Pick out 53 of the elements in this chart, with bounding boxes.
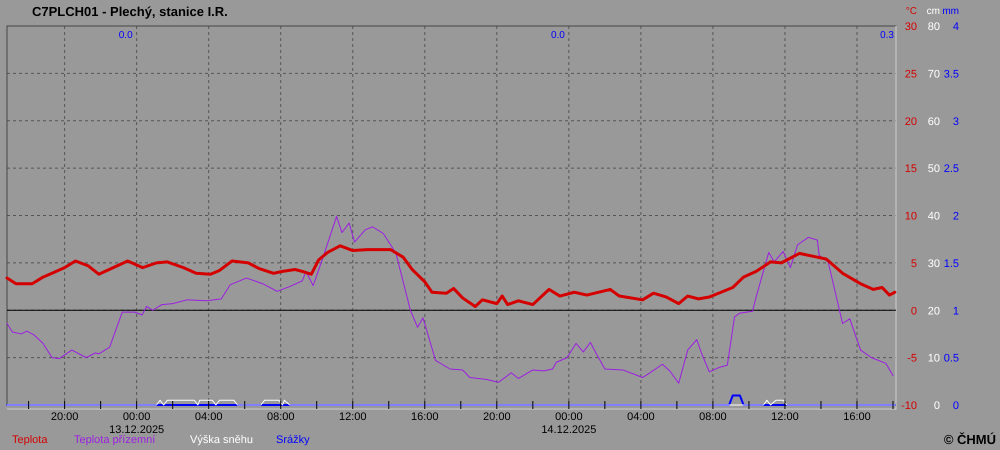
x-tick-label: 16:00 xyxy=(843,411,871,423)
y3-tick-label: 0.5 xyxy=(944,352,959,365)
x-tick-label: 12:00 xyxy=(338,411,367,423)
y-tick-label: 25 xyxy=(904,68,917,80)
y2-tick-label: 70 xyxy=(928,68,940,80)
y2-tick-label: 20 xyxy=(928,305,940,318)
x-tick-label: 04:00 xyxy=(627,411,655,423)
annotation: 0.0 xyxy=(118,30,134,41)
x-tick-label: 20:00 xyxy=(483,411,511,423)
x-tick-label: 00:00 14.12.2025 xyxy=(541,411,596,436)
y-tick-label: 10 xyxy=(904,210,917,222)
y-axis-title: °C xyxy=(906,6,917,17)
y-tick-label: 15 xyxy=(904,163,917,176)
y2-tick-label: 60 xyxy=(928,116,940,128)
y2-tick-label: 80 xyxy=(928,21,940,33)
y3-axis-title: mm xyxy=(942,6,959,17)
chart-title: C7PLCH01 - Plechý, stanice I.R. xyxy=(32,4,228,19)
annotation: 0.3 xyxy=(880,30,894,41)
y2-axis-title: cm xyxy=(926,6,940,17)
y3-tick-label: 0 xyxy=(952,400,959,412)
line-series xyxy=(6,216,894,384)
x-tick-label: 12:00 xyxy=(771,411,799,423)
y2-tick-label: 10 xyxy=(928,352,940,365)
y-tick-label: 5 xyxy=(910,258,917,270)
y2-tick-label: 50 xyxy=(928,163,940,176)
x-tick-label: 00:00 13.12.2025 xyxy=(109,411,164,436)
x-tick-label: 08:00 xyxy=(266,411,294,423)
x-tick-label: 16:00 xyxy=(411,411,439,423)
y3-tick-label: 4 xyxy=(952,21,959,33)
y-tick-label: 20 xyxy=(904,116,917,128)
y2-tick-label: 0 xyxy=(934,400,940,412)
text: © ČHMÚ xyxy=(944,432,996,447)
y2-tick-label: 30 xyxy=(928,258,940,270)
y3-tick-label: 3.5 xyxy=(944,68,959,80)
y3-tick-label: 2 xyxy=(952,210,959,222)
y-tick-label: -5 xyxy=(907,352,917,365)
text: Teplota xyxy=(12,434,48,446)
y3-tick-label: 3 xyxy=(952,116,959,128)
y2-tick-label: 40 xyxy=(928,210,940,222)
x-tick-label: 04:00 xyxy=(194,411,222,423)
text: Teplota přízemní xyxy=(74,434,156,446)
line-series xyxy=(6,244,896,308)
y3-tick-label: 1.5 xyxy=(944,258,959,270)
x-tick-label: 20:00 xyxy=(50,411,78,423)
annotation: 0.0 xyxy=(550,30,566,41)
x-tick-label: 08:00 xyxy=(699,411,727,423)
text: Výška sněhu xyxy=(190,434,253,446)
text: Srážky xyxy=(276,434,310,446)
y-tick-label: 30 xyxy=(904,21,917,33)
y-tick-label: 0 xyxy=(910,305,917,318)
y3-tick-label: 2.5 xyxy=(944,163,959,176)
y3-tick-label: 1 xyxy=(952,305,959,318)
y-tick-label: -10 xyxy=(901,400,917,412)
